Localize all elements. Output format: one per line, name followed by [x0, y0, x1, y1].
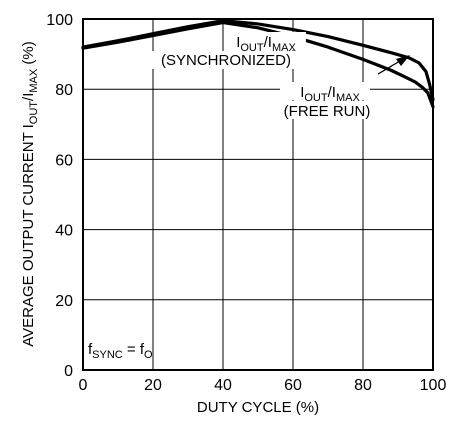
sync-annotation: IOUT/IMAX (SYNCHRONIZED) [149, 32, 306, 69]
free-run-label-line2: (FREE RUN) [284, 103, 371, 120]
x-tick-label: 20 [144, 377, 162, 394]
tick-labels: 0 20 40 60 80 100 0 20 40 60 80 100 [46, 12, 446, 394]
x-tick-label: 80 [354, 377, 372, 394]
x-tick-label: 40 [214, 377, 232, 394]
x-axis-title: DUTY CYCLE (%) [197, 399, 319, 416]
grid-lines [83, 19, 433, 370]
plot-frame [82, 18, 434, 371]
fsync-label: fSYNC = fO [88, 341, 153, 361]
y-tick-label: 80 [55, 82, 73, 99]
fsync-note: fSYNC = fO [88, 341, 153, 361]
free-run-curve [81, 20, 435, 109]
y-tick-label: 100 [46, 12, 73, 29]
x-tick-label: 60 [284, 377, 302, 394]
series-layer [81, 19, 435, 109]
free-run-arrow [377, 55, 410, 75]
y-tick-label: 20 [55, 293, 73, 310]
x-tick-label: 0 [79, 377, 88, 394]
sync-label-line2: (SYNCHRONIZED) [161, 52, 291, 69]
y-tick-label: 60 [55, 152, 73, 169]
free-run-label-line1: IOUT/IMAX [300, 84, 360, 104]
free-run-annotation: IOUT/IMAX (FREE RUN) [280, 82, 373, 120]
y-tick-label: 0 [64, 363, 73, 380]
y-axis-title: AVERAGE OUTPUT CURRENT IOUT/IMAX (%) [20, 41, 40, 346]
synchronized-curve [81, 19, 435, 102]
sync-label-line1: IOUT/IMAX [236, 34, 296, 54]
y-tick-label: 40 [55, 223, 73, 240]
x-tick-label: 100 [420, 377, 447, 394]
